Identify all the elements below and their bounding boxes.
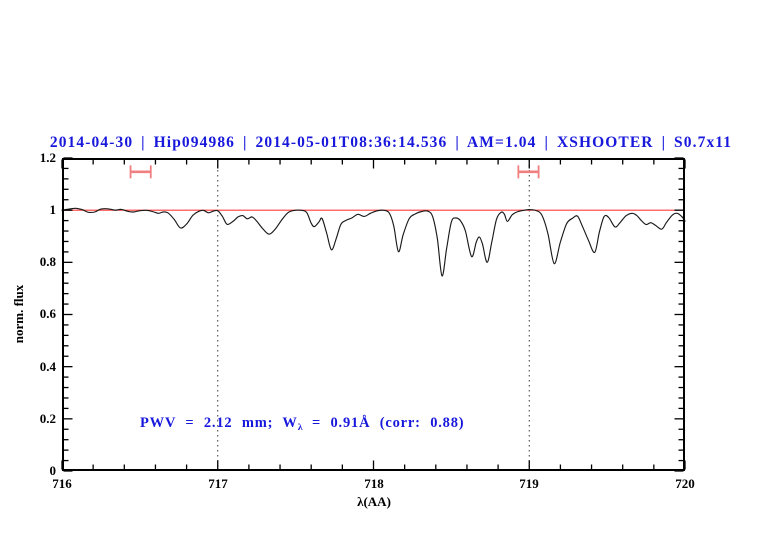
y-tick-label: 1 xyxy=(49,202,57,217)
y-tick-label: 0.6 xyxy=(39,306,56,321)
x-tick-label: 716 xyxy=(52,476,72,491)
y-tick-label: 0.4 xyxy=(39,359,56,374)
y-tick-label: 0.2 xyxy=(39,411,56,426)
plot-frame xyxy=(62,158,685,471)
pwv-annotation-suffix: = 0.91Å (corr: 0.88) xyxy=(302,415,465,431)
x-tick-label: 717 xyxy=(208,476,228,491)
x-axis-title: λ(AA) xyxy=(357,494,391,509)
observation-header: 2014-04-30 | Hip094986 | 2014-05-01T08:3… xyxy=(49,134,733,151)
pwv-annotation: PWV = 2.12 mm; Wλ = 0.91Å (corr: 0.88) xyxy=(140,414,465,433)
x-tick-label: 719 xyxy=(519,476,539,491)
x-tick-label: 720 xyxy=(675,476,695,491)
y-tick-label: 0.8 xyxy=(39,254,56,269)
x-tick-label: 718 xyxy=(364,476,384,491)
y-axis-title: norm. flux xyxy=(11,284,26,344)
lambda-subscript: λ xyxy=(297,421,303,433)
spectrum-plot xyxy=(61,157,686,472)
y-tick-label: 1.2 xyxy=(39,150,56,165)
y-tick-label: 0 xyxy=(49,463,57,478)
pwv-annotation-prefix: PWV = 2.12 mm; W xyxy=(140,415,298,431)
spectrum-line xyxy=(61,207,686,277)
